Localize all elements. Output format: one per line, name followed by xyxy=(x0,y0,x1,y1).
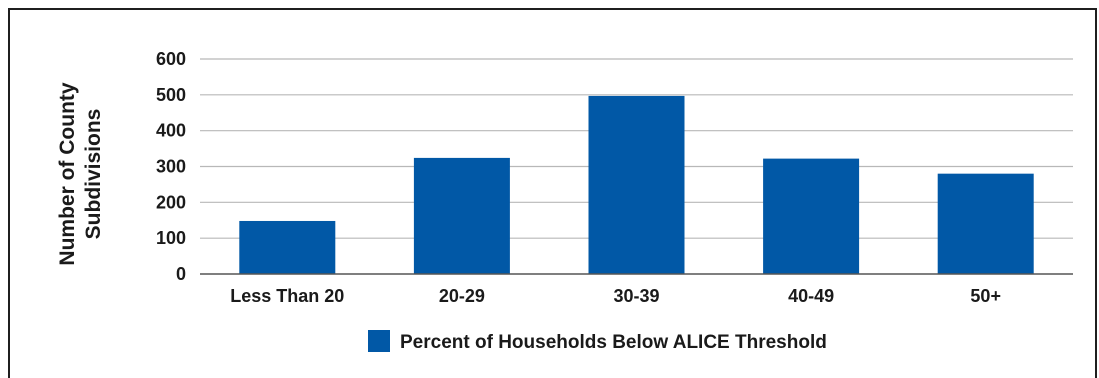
bars xyxy=(239,95,1034,275)
x-tick-label: 30-39 xyxy=(613,286,659,306)
bar xyxy=(239,220,336,274)
y-tick-label: 0 xyxy=(176,264,186,284)
chart-frame xyxy=(8,8,1097,378)
bar xyxy=(937,173,1034,274)
y-axis-label-line2: Subdivisions xyxy=(82,109,105,240)
y-tick-label: 200 xyxy=(156,192,186,212)
legend-swatch xyxy=(368,330,390,352)
x-tick-label: 20-29 xyxy=(439,286,485,306)
bar xyxy=(413,157,510,274)
y-tick-label: 400 xyxy=(156,121,186,141)
y-tick-label: 100 xyxy=(156,228,186,248)
legend-label: Percent of Households Below ALICE Thresh… xyxy=(400,332,827,353)
x-tick-labels: Less Than 20 20-29 30-39 40-49 50+ xyxy=(230,286,1001,306)
y-tick-labels: 0 100 200 300 400 500 600 xyxy=(156,49,186,284)
bar xyxy=(588,95,685,275)
x-tick-label: Less Than 20 xyxy=(230,286,344,306)
bar xyxy=(763,158,860,274)
x-tick-label: 40-49 xyxy=(788,286,834,306)
y-tick-label: 500 xyxy=(156,85,186,105)
y-tick-label: 300 xyxy=(156,157,186,177)
x-tick-label: 50+ xyxy=(970,286,1001,306)
bar-chart: 0 100 200 300 400 500 600 Less Than 20 20-29 30-… xyxy=(56,49,1073,353)
y-axis-label-line1: Number of County xyxy=(56,82,79,265)
y-tick-label: 600 xyxy=(156,49,186,69)
